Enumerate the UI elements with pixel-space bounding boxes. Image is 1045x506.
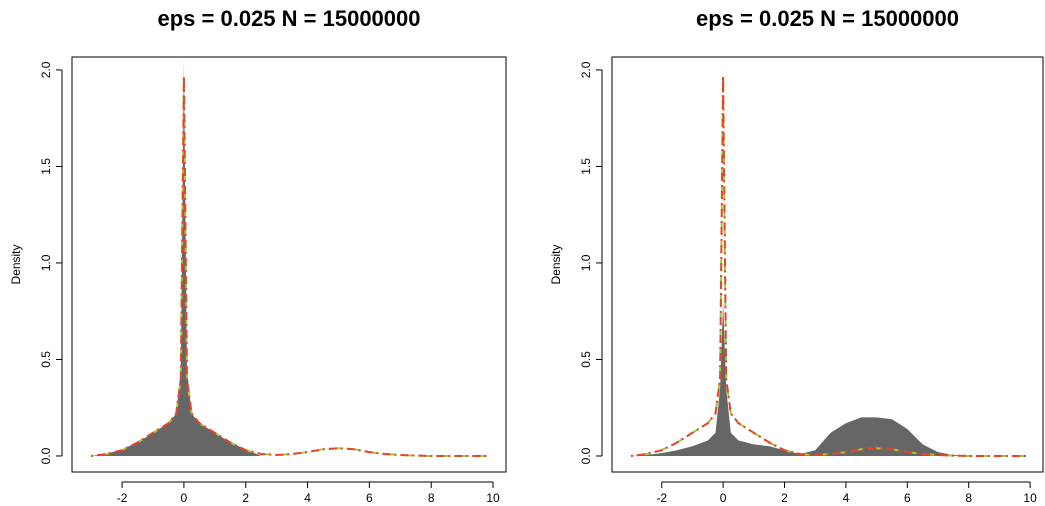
y-tick-label: 1.0 [39, 254, 53, 271]
x-tick-label: 0 [181, 491, 188, 505]
x-tick-label: 2 [242, 491, 249, 505]
x-tick-label: 2 [781, 491, 788, 505]
x-tick-label: 0 [720, 491, 727, 505]
plot-frame [611, 56, 1044, 473]
x-tick-label: -2 [656, 491, 667, 505]
chart-title: eps = 0.025 N = 15000000 [696, 6, 959, 31]
y-axis-label: Density [549, 244, 563, 284]
y-axis-label: Density [9, 244, 23, 284]
density-area [91, 62, 490, 456]
x-tick-label: 6 [904, 491, 911, 505]
panel: eps = 0.025 N = 15000000 Density -2 0 2 4 6 8 10… [9, 6, 507, 505]
y-tick-label: 0.5 [579, 351, 593, 368]
chart-title: eps = 0.025 N = 15000000 [158, 6, 421, 31]
x-tick-label: 6 [366, 491, 373, 505]
plot-frame [71, 56, 507, 473]
density-line [91, 75, 490, 457]
x-tick-label: 10 [486, 491, 500, 505]
panel: eps = 0.025 N = 15000000 Density -2 0 2 4 6 8 10… [549, 6, 1044, 505]
y-tick-label: 0.0 [39, 447, 53, 464]
x-tick-label: 8 [428, 491, 435, 505]
x-tick-label: 8 [965, 491, 972, 505]
density-line [91, 75, 490, 457]
y-tick-label: 1.5 [579, 158, 593, 175]
y-tick-label: 2.0 [579, 61, 593, 78]
y-tick-label: 1.0 [579, 254, 593, 271]
y-tick-label: 1.5 [39, 158, 53, 175]
x-tick-label: 4 [843, 491, 850, 505]
x-tick-label: 4 [304, 491, 311, 505]
x-tick-label: -2 [117, 491, 128, 505]
density-line [630, 75, 1027, 457]
density-area [631, 301, 1027, 456]
y-tick-label: 0.5 [39, 351, 53, 368]
density-line [630, 75, 1027, 457]
y-tick-label: 0.0 [579, 447, 593, 464]
x-tick-label: 10 [1023, 491, 1037, 505]
y-tick-label: 2.0 [39, 61, 53, 78]
